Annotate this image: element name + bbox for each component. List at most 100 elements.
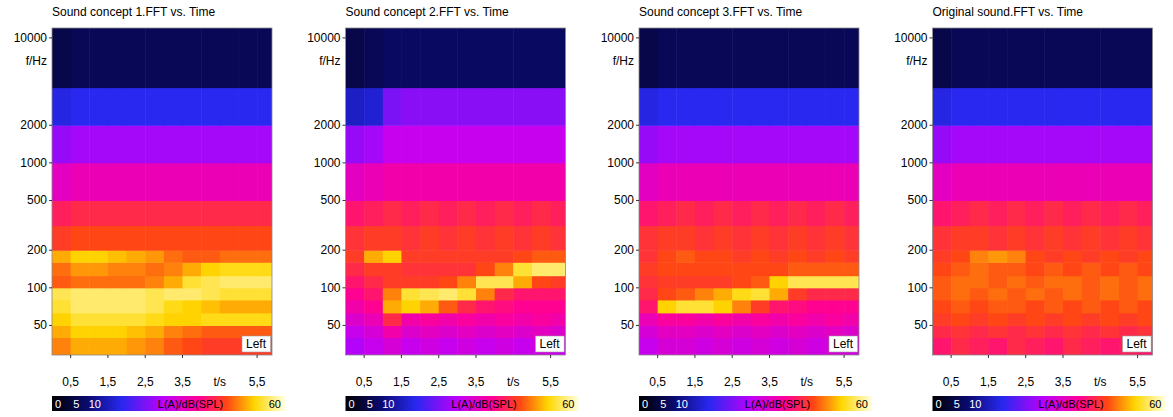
cell [532, 88, 551, 126]
cell [933, 28, 952, 88]
x-axis-label: t/s [213, 375, 226, 389]
cell [71, 300, 90, 313]
cell [238, 288, 257, 301]
cell [1082, 313, 1101, 326]
y-axis-label: f/Hz [613, 54, 634, 68]
cell [145, 313, 164, 326]
cell [420, 262, 439, 276]
cell [89, 250, 108, 263]
x-tick [107, 355, 108, 358]
cell [476, 338, 495, 355]
cell [164, 163, 183, 201]
cell [1100, 313, 1119, 326]
cell [988, 125, 1007, 163]
cell [732, 262, 751, 276]
x-tick-label: 3,5 [468, 375, 485, 389]
cell [1007, 313, 1026, 326]
x-tick [145, 355, 146, 358]
cell [1044, 313, 1063, 326]
cell [201, 338, 220, 355]
colorbar-tick-label: 10 [969, 398, 981, 410]
cell [513, 276, 532, 289]
cell [807, 262, 826, 276]
cell [676, 88, 695, 126]
cell [933, 250, 952, 263]
cell [257, 250, 272, 263]
cell [825, 226, 844, 251]
colorbar-tick-label: 0 [642, 398, 648, 410]
cell [788, 313, 807, 326]
cell [695, 300, 714, 313]
cell [495, 88, 514, 126]
cell [807, 313, 826, 326]
cell [825, 88, 844, 126]
cell [970, 163, 989, 201]
cell [988, 200, 1007, 226]
cell [1119, 163, 1138, 201]
cell [970, 338, 989, 355]
cell [844, 262, 859, 276]
x-axis-label: t/s [800, 375, 813, 389]
cell [346, 325, 365, 338]
cell [164, 276, 183, 289]
y-tick-label: 1000 [901, 156, 928, 170]
cell [658, 338, 677, 355]
x-tick [1025, 355, 1026, 358]
cell [551, 288, 566, 301]
cell [751, 262, 770, 276]
cell [401, 226, 420, 251]
cell [346, 28, 365, 88]
cell [1100, 250, 1119, 263]
annotation: Left [246, 337, 267, 351]
y-tick [343, 162, 346, 163]
cell [695, 88, 714, 126]
cell [1026, 325, 1045, 338]
cell [1138, 250, 1153, 263]
y-axis-label: f/Hz [26, 54, 47, 68]
cell [108, 200, 127, 226]
cell [825, 200, 844, 226]
cell [257, 276, 272, 289]
cell [257, 300, 272, 313]
cell [145, 226, 164, 251]
x-tick [844, 355, 845, 358]
cell [164, 200, 183, 226]
cell [346, 313, 365, 326]
cell [807, 226, 826, 251]
x-tick-label: 1,5 [980, 375, 997, 389]
cell [108, 28, 127, 88]
cell [513, 288, 532, 301]
cell [364, 200, 383, 226]
cell [658, 262, 677, 276]
cell [439, 338, 458, 355]
x-tick-label: 0,5 [649, 375, 666, 389]
cell [127, 313, 146, 326]
cell [751, 288, 770, 301]
cell [238, 125, 257, 163]
cell [751, 276, 770, 289]
y-tick [636, 325, 639, 326]
cell [732, 300, 751, 313]
y-tick [636, 287, 639, 288]
y-tick [930, 200, 933, 201]
cell [439, 276, 458, 289]
cell [825, 125, 844, 163]
cell [71, 125, 90, 163]
colorbar-label: L(A)/dB(SPL) [745, 398, 810, 410]
cell [439, 125, 458, 163]
cell [1007, 325, 1026, 338]
y-tick [343, 287, 346, 288]
cell [788, 88, 807, 126]
cell [513, 300, 532, 313]
cell [844, 250, 859, 263]
y-tick-label: 200 [320, 243, 340, 257]
cell [1063, 163, 1082, 201]
x-tick [1063, 355, 1064, 358]
cell [788, 338, 807, 355]
cell [770, 300, 789, 313]
cell [844, 276, 859, 289]
y-tick [49, 125, 52, 126]
x-tick-label: 1,5 [393, 375, 410, 389]
cell [383, 276, 402, 289]
cell [1044, 226, 1063, 251]
